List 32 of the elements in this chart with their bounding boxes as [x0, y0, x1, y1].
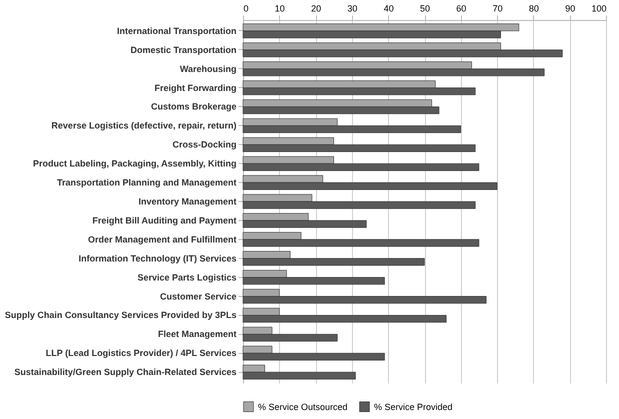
y-tick-label: Cross-Docking [172, 140, 236, 150]
x-tick-label: 50 [420, 4, 430, 14]
y-tick-label: Service Parts Logistics [137, 272, 236, 282]
y-tick-label: Sustainability/Green Supply Chain-Related Services [14, 367, 236, 378]
y-tick-label: Warehousing [180, 64, 236, 74]
x-tick-label: 10 [274, 4, 285, 14]
y-tick-label: Customer Service [160, 291, 236, 302]
y-tick-label: LLP (Lead Logistics Provider) / 4PL Services [46, 348, 236, 358]
x-tick-label: 30 [347, 4, 358, 14]
legend-label: % Service Provided [374, 402, 453, 412]
y-tick-label: Inventory Management [138, 196, 236, 206]
y-tick-label: Freight Bill Auditing and Payment [92, 215, 236, 226]
y-tick-label: Reverse Logistics (defective, repair, return) [51, 120, 236, 131]
x-tick-label: 60 [456, 4, 466, 14]
x-tick-label: 0 [244, 4, 249, 14]
legend-label: % Service Outsourced [258, 402, 348, 412]
y-tick-label: Order Management and Fulfillment [88, 234, 236, 244]
y-tick-label: Domestic Transportation [130, 44, 236, 55]
y-tick-label: Product Labeling, Packaging, Assembly, Kitting [32, 158, 236, 169]
y-tick-label: Fleet Management [158, 329, 236, 340]
y-tick-label: Information Technology (IT) Services [78, 253, 236, 264]
y-tick-label: Freight Forwarding [154, 82, 236, 93]
y-tick-label: Supply Chain Consultancy Services Provided by 3PLs [4, 310, 236, 320]
x-tick-label: 80 [528, 4, 539, 14]
x-tick-label: 20 [311, 4, 322, 14]
x-tick-label: 90 [565, 4, 576, 14]
y-tick-label: Customs Brokerage [150, 102, 236, 112]
x-tick-label: 40 [384, 4, 394, 14]
x-tick-label: 70 [492, 4, 503, 14]
y-tick-label: International Transportation [116, 26, 236, 36]
y-tick-label: Transportation Planning and Management [56, 178, 236, 188]
x-tick-label: 100 [591, 4, 606, 14]
